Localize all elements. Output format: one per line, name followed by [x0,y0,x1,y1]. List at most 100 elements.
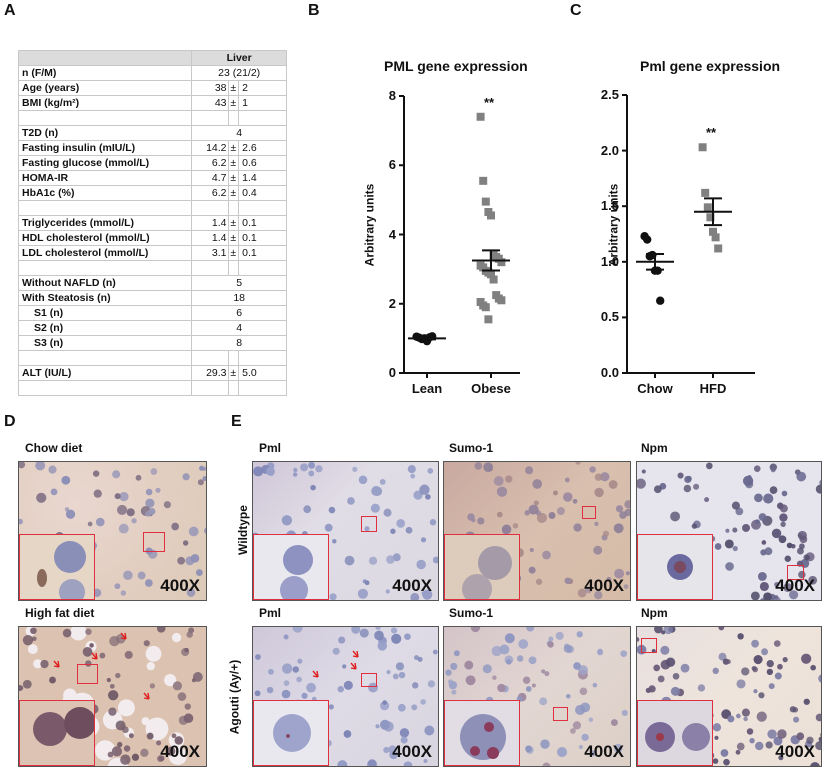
roi-box [582,506,596,519]
row-plusminus: ± [227,170,240,186]
row-label: ALT (IU/L) [17,365,193,381]
table-header-empty [17,50,193,66]
table-row: BMI (kg/m²) 43 ±1 [17,95,287,111]
significance-marker: ** [706,125,717,141]
row-label: Age (years) [17,80,193,96]
micrograph-npm-wildtype: 400X [636,461,822,601]
inset-zoom [637,700,713,766]
panel-letter-a: A [4,2,16,19]
row-error: 0.6 [238,155,287,171]
magnification-label: 400X [775,576,815,595]
row-label: HDL cholesterol (mmol/L) [17,230,193,246]
row-label: T2D (n) [17,125,193,141]
row-label [17,350,193,366]
row-error: 1 [238,95,287,111]
row-value: 4 [191,125,287,141]
row-label: LDL cholesterol (mmol/L) [17,245,193,261]
y-tick-label: 2.5 [600,87,619,102]
blank-cell [191,260,229,276]
row-mean: 43 [191,95,229,111]
row-mean: 4.7 [191,170,229,186]
magnification-label: 400X [392,576,432,595]
micrograph-pml-agouti: 400X [252,626,439,767]
roi-box [361,673,377,687]
table-row [17,260,287,276]
row-plusminus: ± [227,155,240,171]
table-row: Without NAFLD (n) 5 [17,275,287,291]
row-error: 1.4 [238,170,287,186]
table-row: HDL cholesterol (mmol/L) 1.4 ±0.1 [17,230,287,246]
roi-box [77,664,98,684]
row-label: Without NAFLD (n) [17,275,193,291]
micrograph-npm-agouti: 400X [636,626,822,767]
row-error: 0.1 [238,215,287,231]
inset-zoom [637,534,713,600]
inset-zoom [444,700,520,766]
row-plusminus: ± [227,140,240,156]
y-tick-label: 8 [388,88,396,103]
blank-cell [238,350,287,366]
row-mean: 1.4 [191,230,229,246]
y-tick-label: 6 [388,157,396,173]
row-label-agouti: Agouti (Ay/+) [227,659,242,735]
inset-zoom [19,700,95,766]
row-label [17,110,193,126]
row-value: 4 [191,320,287,336]
y-tick-label: 2.0 [600,142,619,158]
blank-cell [227,200,240,216]
y-tick-label: 4 [388,226,396,242]
plot-area [399,95,520,378]
row-error: 2 [238,80,287,96]
row-error: 0.1 [238,245,287,261]
table-row: T2D (n) 4 [17,125,287,141]
row-label: With Steatosis (n) [17,290,193,306]
row-plusminus: ± [227,215,240,231]
chart-pml-mouse: Pml gene expression Arbitrary units 0.0 0… [560,40,825,410]
blank-cell [238,260,287,276]
row-error: 0.1 [238,230,287,246]
image-title-pml-wt: Pml [259,441,282,455]
row-label: HOMA-IR [17,170,193,186]
roi-box [143,532,165,552]
row-plusminus: ± [227,95,240,111]
image-title-sumo1-agouti: Sumo-1 [449,606,494,620]
table-row: Age (years) 38 ±2 [17,80,287,96]
row-value: 5 [191,275,287,291]
row-value: 8 [191,335,287,351]
row-value: 18 [191,290,287,306]
table-row: With Steatosis (n) 18 [17,290,287,306]
row-label: n (F/M) [17,65,193,81]
blank-cell [238,110,287,126]
blank-cell [227,380,240,396]
blank-cell [238,200,287,216]
x-tick-label: Obese [471,381,511,396]
row-value: 23 (21/2) [191,65,287,81]
chart-title: PML gene expression [384,58,528,74]
table-row [17,350,287,366]
inset-zoom [444,534,520,600]
row-plusminus: ± [227,185,240,201]
roi-box [553,707,568,721]
micrograph-chow-diet: 400X [18,461,207,601]
row-label: Triglycerides (mmol/L) [17,215,193,231]
row-label [17,380,193,396]
row-mean: 6.2 [191,185,229,201]
magnification-label: 400X [392,742,432,761]
y-tick-label: 0.0 [600,365,619,380]
image-title-sumo1-wt: Sumo-1 [449,441,494,455]
blank-cell [191,200,229,216]
row-mean: 6.2 [191,155,229,171]
table-row [17,200,287,216]
y-tick-label: 1.0 [600,253,619,269]
row-label [17,260,193,276]
micrograph-sumo1-wildtype: 400X [443,461,631,601]
micrograph-high-fat-diet: 400X [18,626,207,767]
image-title-high-fat-diet: High fat diet [25,606,95,620]
inset-zoom [253,534,329,600]
roi-box [787,565,804,580]
y-tick-label: 1.5 [600,198,619,214]
row-plusminus: ± [227,80,240,96]
magnification-label: 400X [160,742,200,761]
table-row: ALT (IU/L) 29.3 ±5.0 [17,365,287,381]
significance-marker: ** [484,94,495,110]
